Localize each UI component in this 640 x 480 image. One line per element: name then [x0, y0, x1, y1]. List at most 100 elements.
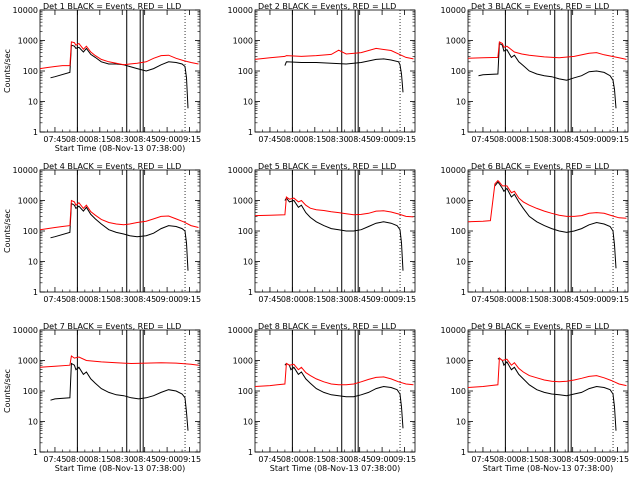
x-tick-label: 09:15: [178, 295, 201, 304]
plot-title: Det 5 BLACK = Events, RED = LLD: [258, 162, 396, 171]
y-tick-label: 1000: [446, 197, 466, 206]
y-tick-label: 100: [238, 227, 253, 236]
plot-det-9: 1 10 100 1000 10000 07:45 08:00 08:15 08:30 08:45…: [441, 322, 630, 473]
x-tick-label: 08:15: [88, 295, 111, 304]
plot-frame: [467, 329, 629, 453]
y-tick-label: 10000: [441, 326, 466, 335]
y-tick-label: 10000: [13, 166, 38, 175]
plot-frame: [39, 169, 201, 293]
x-tick-label: 08:15: [303, 455, 326, 464]
plot-title: Det 8 BLACK = Events, RED = LLD: [258, 322, 396, 331]
x-tick-label: 09:00: [584, 135, 607, 144]
x-tick-label: 08:30: [326, 455, 349, 464]
x-tick-label: 08:30: [111, 455, 134, 464]
lld-curve: [467, 357, 627, 388]
y-tick-label: 1000: [18, 37, 38, 46]
events-curve: [497, 357, 617, 431]
y-tick-label: 1: [33, 288, 38, 297]
y-tick-label: 10000: [441, 166, 466, 175]
x-tick-label: 08:45: [133, 135, 156, 144]
plot-frame: [467, 169, 629, 293]
plot-title: Det 7 BLACK = Events, RED = LLD: [43, 322, 181, 331]
y-tick-label: 1000: [233, 357, 253, 366]
y-tick-label: 100: [238, 387, 253, 396]
x-tick-label: 07:45: [471, 455, 494, 464]
y-tick-label: 1: [33, 128, 38, 137]
x-tick-label: 09:00: [156, 295, 179, 304]
x-tick-label: 08:00: [66, 295, 89, 304]
events-curve: [284, 197, 404, 271]
y-tick-label: 10: [28, 418, 38, 427]
y-tick-label: 1000: [446, 37, 466, 46]
x-tick-label: 08:45: [133, 295, 156, 304]
x-tick-label: 08:15: [516, 295, 539, 304]
x-tick-label: 08:30: [111, 295, 134, 304]
y-tick-label: 1000: [18, 197, 38, 206]
x-tick-label: 08:15: [303, 295, 326, 304]
y-tick-label: 10: [243, 98, 253, 107]
x-tick-label: 07:45: [258, 295, 281, 304]
lld-curve: [39, 41, 199, 70]
x-tick-label: 09:15: [606, 295, 629, 304]
plot-title: Det 2 BLACK = Events, RED = LLD: [258, 2, 396, 11]
x-tick-label: 08:00: [494, 455, 517, 464]
plot-det-1: 1 10 100 1000 10000 07:45 08:00 08:15 08:30 08:45…: [3, 2, 201, 153]
x-tick-label: 09:00: [156, 135, 179, 144]
y-axis-label: Counts/sec: [3, 369, 12, 413]
plot-frame: [254, 169, 416, 293]
x-axis-label: Start Time (08-Nov-13 07:38:00): [55, 464, 185, 473]
y-tick-label: 1: [248, 448, 253, 457]
x-tick-label: 08:15: [88, 135, 111, 144]
x-tick-label: 08:30: [111, 135, 134, 144]
y-tick-label: 10000: [228, 6, 253, 15]
x-tick-label: 07:45: [43, 455, 66, 464]
plot-det-2: 1 10 100 1000 10000 07:45 08:00 08:15 08:30 08:45…: [228, 2, 417, 144]
y-tick-label: 10: [243, 418, 253, 427]
x-tick-label: 08:15: [88, 455, 111, 464]
x-tick-label: 09:00: [371, 295, 394, 304]
x-tick-label: 07:45: [471, 135, 494, 144]
x-tick-label: 09:00: [584, 455, 607, 464]
x-tick-label: 09:15: [606, 455, 629, 464]
y-tick-label: 10: [456, 98, 466, 107]
y-tick-label: 1: [461, 288, 466, 297]
y-tick-label: 100: [23, 387, 38, 396]
plot-title: Det 4 BLACK = Events, RED = LLD: [43, 162, 181, 171]
y-tick-label: 100: [23, 67, 38, 76]
plot-title: Det 3 BLACK = Events, RED = LLD: [471, 2, 609, 11]
x-tick-label: 07:45: [43, 135, 66, 144]
events-curve: [478, 42, 617, 109]
plot-det-7: 1 10 100 1000 10000 07:45 08:00 08:15 08:30 08:45…: [3, 322, 201, 473]
events-curve: [50, 44, 189, 109]
events-curve: [50, 202, 189, 271]
lld-curve: [254, 196, 414, 218]
lld-curve: [254, 47, 414, 60]
plot-det-6: 1 10 100 1000 10000 07:45 08:00 08:15 08:30 08:45…: [441, 162, 630, 304]
x-tick-label: 09:15: [606, 135, 629, 144]
x-tick-label: 09:00: [371, 455, 394, 464]
x-tick-label: 08:45: [133, 455, 156, 464]
x-tick-label: 08:45: [348, 455, 371, 464]
y-tick-label: 1000: [233, 37, 253, 46]
plot-det-5: 1 10 100 1000 10000 07:45 08:00 08:15 08:30 08:45…: [228, 162, 417, 304]
y-tick-label: 100: [451, 387, 466, 396]
y-tick-label: 100: [451, 67, 466, 76]
events-curve: [284, 58, 404, 93]
y-tick-label: 1000: [233, 197, 253, 206]
x-axis-label: Start Time (08-Nov-13 07:38:00): [270, 464, 400, 473]
plot-det-4: 1 10 100 1000 10000 07:45 08:00 08:15 08:30 08:45…: [3, 162, 201, 304]
plot-det-3: 1 10 100 1000 10000 07:45 08:00 08:15 08:30 08:45…: [441, 2, 630, 144]
y-tick-label: 10: [456, 418, 466, 427]
plot-frame: [254, 9, 416, 133]
lld-curve: [39, 199, 199, 231]
x-tick-label: 09:00: [371, 135, 394, 144]
plot-det-8: 1 10 100 1000 10000 07:45 08:00 08:15 08:30 08:45…: [228, 322, 417, 473]
y-tick-label: 1000: [446, 357, 466, 366]
y-tick-label: 1: [248, 288, 253, 297]
y-tick-label: 100: [23, 227, 38, 236]
y-tick-label: 1000: [18, 357, 38, 366]
y-tick-label: 1: [33, 448, 38, 457]
x-tick-label: 08:30: [326, 295, 349, 304]
x-tick-label: 08:30: [539, 135, 562, 144]
